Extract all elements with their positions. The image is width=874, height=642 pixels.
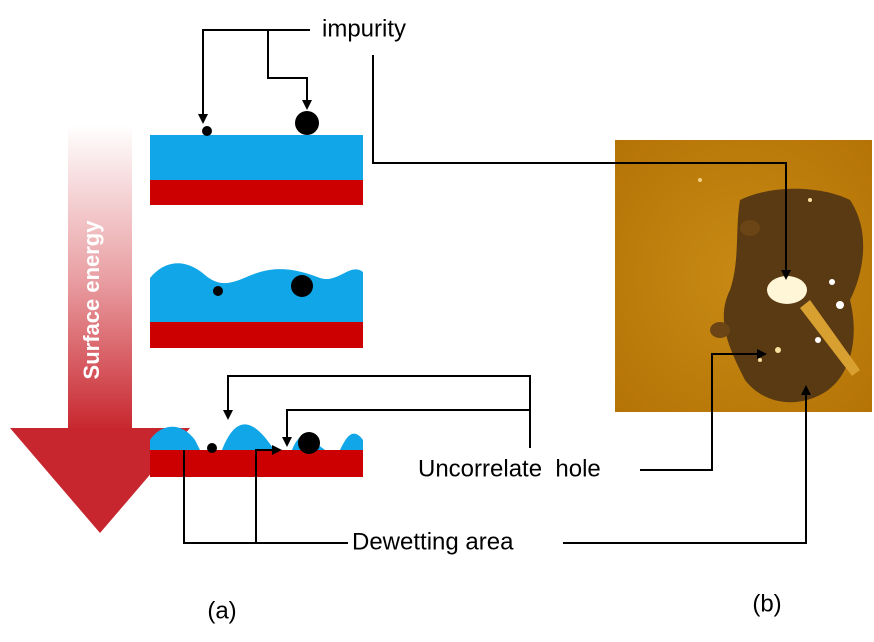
diagram: Surface energy xyxy=(0,0,874,642)
afm-image xyxy=(615,140,872,412)
energy-label: Surface energy xyxy=(79,220,104,380)
hole-label: Uncorrelate hole xyxy=(418,455,601,482)
dewetting-label: Dewetting area xyxy=(352,528,514,555)
panel-b-label: (b) xyxy=(752,590,781,617)
film-stage-1 xyxy=(150,111,363,205)
film-stage-2 xyxy=(150,263,363,348)
panel-a-label: (a) xyxy=(207,597,236,624)
impurity-label: impurity xyxy=(322,15,406,42)
